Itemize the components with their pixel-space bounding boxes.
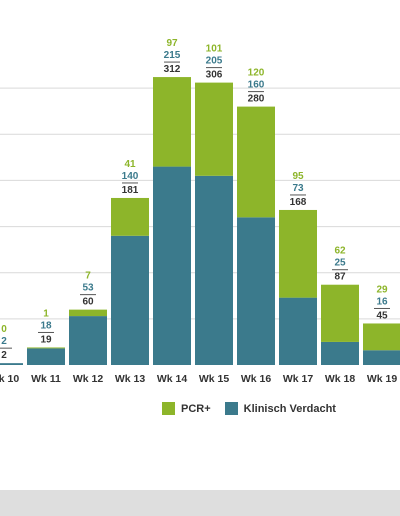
- x-tick-label: Wk 17: [283, 373, 314, 385]
- x-tick-label: Wk 18: [325, 373, 356, 385]
- data-label-pcr: 29: [376, 284, 388, 295]
- data-label-pcr: 101: [206, 44, 223, 55]
- x-tick-label: Wk 16: [241, 373, 272, 385]
- data-label-total: 60: [82, 297, 94, 308]
- data-label-total: 2: [1, 350, 7, 361]
- bar-klinisch: [363, 350, 400, 365]
- bar-pcr: [279, 209, 317, 298]
- data-label-pcr: 1: [43, 308, 49, 319]
- x-tick-label: Wk 12: [73, 373, 104, 385]
- bar-pcr: [27, 347, 65, 349]
- legend-label-pcr: PCR+: [181, 402, 211, 415]
- data-label-klinisch: 205: [206, 56, 223, 67]
- data-label-total: 87: [334, 272, 346, 283]
- data-label-klinisch: 2: [1, 336, 7, 347]
- bar-pcr: [321, 284, 359, 342]
- data-label-total: 19: [40, 334, 52, 345]
- data-label-pcr: 97: [166, 38, 178, 49]
- data-label-klinisch: 16: [376, 296, 388, 307]
- x-tick-label: Wk 14: [157, 373, 188, 385]
- data-label-klinisch: 215: [164, 50, 181, 61]
- bar-klinisch: [195, 175, 233, 365]
- data-label-klinisch: 25: [334, 258, 346, 269]
- data-label-total: 312: [164, 64, 181, 75]
- data-label-pcr: 7: [85, 271, 91, 282]
- bar-klinisch: [237, 217, 275, 365]
- data-label-pcr: 41: [124, 159, 136, 170]
- bar-pcr: [111, 197, 149, 236]
- data-label-pcr: 62: [334, 246, 346, 257]
- legend-item-pcr[interactable]: PCR+: [162, 402, 211, 415]
- bar-klinisch: [279, 297, 317, 365]
- x-tick-label: Wk 11: [31, 373, 61, 385]
- bar-klinisch: [0, 363, 23, 365]
- x-tick-label: Wk 19: [367, 373, 398, 385]
- data-label-pcr: 0: [1, 324, 7, 335]
- legend: PCR+ Klinisch Verdacht: [162, 402, 336, 415]
- legend-item-klinisch[interactable]: Klinisch Verdacht: [224, 402, 336, 415]
- data-label-klinisch: 53: [82, 283, 94, 294]
- footer-band: [0, 490, 400, 516]
- bar-klinisch: [27, 348, 65, 365]
- data-label-total: 306: [206, 70, 223, 81]
- bar-pcr: [195, 82, 233, 176]
- bar-pcr: [363, 323, 400, 351]
- x-tick-label: Wk 13: [115, 373, 146, 385]
- data-label-total: 280: [248, 94, 265, 105]
- legend-swatch-pcr: [162, 402, 175, 415]
- data-label-klinisch: 160: [248, 80, 265, 91]
- bar-pcr: [153, 77, 191, 167]
- bar-klinisch: [69, 316, 107, 365]
- data-label-pcr: 95: [292, 171, 304, 182]
- legend-label-klinisch: Klinisch Verdacht: [243, 402, 336, 415]
- data-label-klinisch: 73: [292, 183, 304, 194]
- bar-klinisch: [321, 341, 359, 365]
- data-label-klinisch: 18: [40, 320, 52, 331]
- data-label-total: 45: [376, 310, 388, 321]
- x-tick-label: Wk 10: [0, 373, 19, 385]
- legend-swatch-klinisch: [224, 402, 238, 415]
- bar-pcr: [237, 106, 275, 218]
- data-label-total: 181: [122, 185, 139, 196]
- data-label-total: 168: [290, 197, 307, 208]
- bar-pcr: [69, 309, 107, 317]
- data-label-pcr: 120: [248, 68, 265, 79]
- bar-klinisch: [111, 235, 149, 365]
- data-label-klinisch: 140: [122, 171, 139, 182]
- x-tick-label: Wk 15: [199, 373, 230, 385]
- bar-klinisch: [153, 166, 191, 365]
